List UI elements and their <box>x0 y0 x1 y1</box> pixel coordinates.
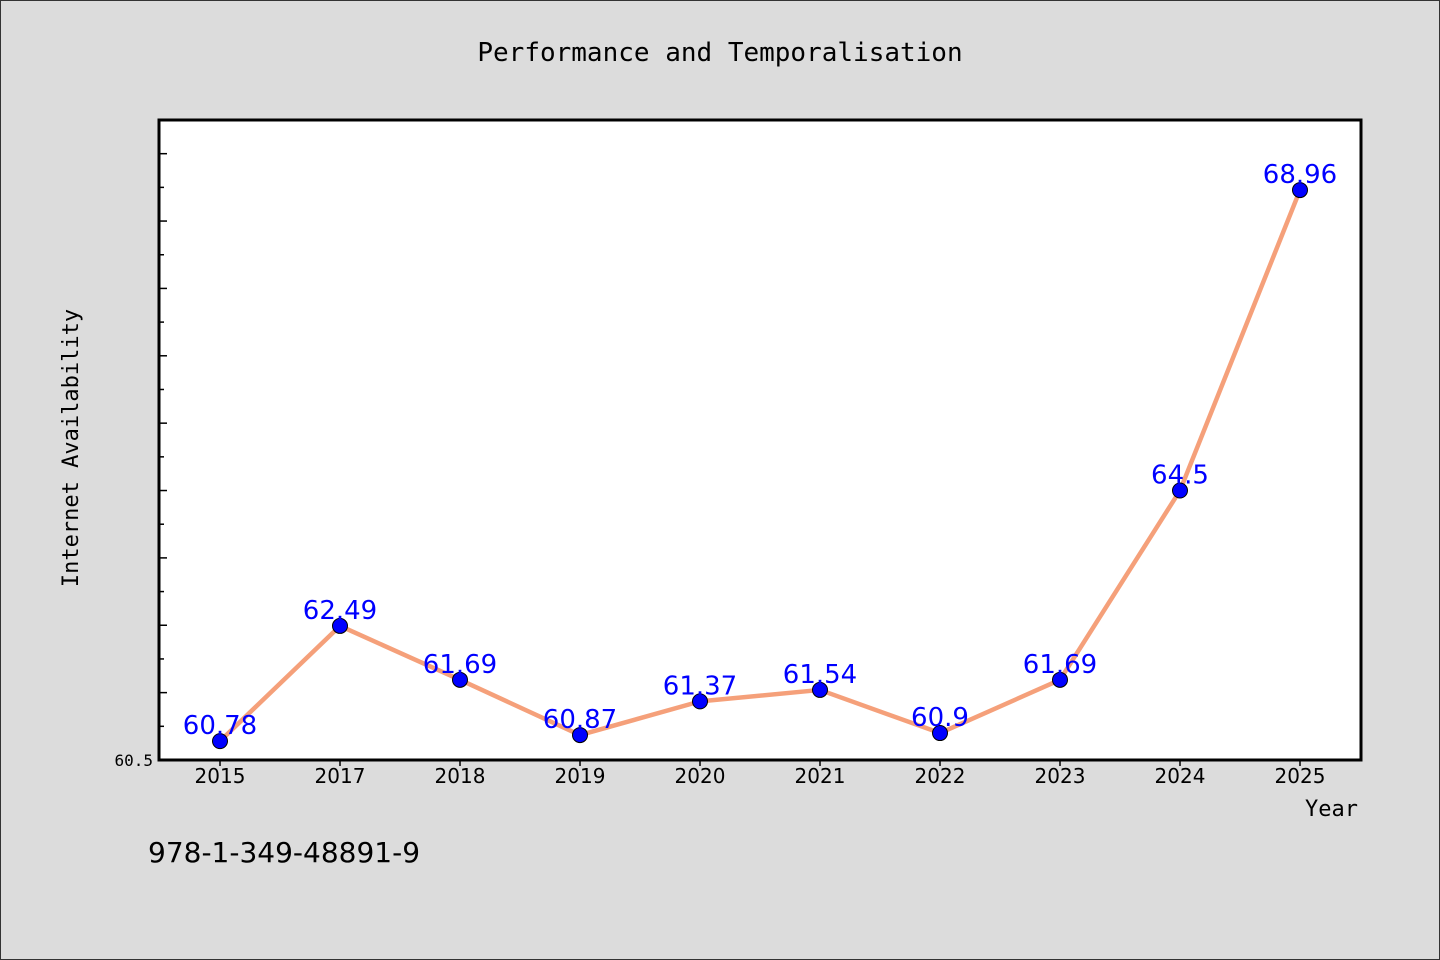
data-label: 64.5 <box>1151 461 1209 491</box>
x-tick-label: 2025 <box>1275 764 1326 788</box>
plot-area <box>157 118 1363 762</box>
data-point-marker <box>212 733 228 750</box>
data-point-marker <box>452 671 468 688</box>
data-point-marker <box>692 693 708 710</box>
x-axis-title: Year <box>1305 797 1358 822</box>
series-line <box>217 187 1303 744</box>
y-axis-min-label: 60.5 <box>114 751 153 770</box>
isbn-text: 978-1-349-48891-9 <box>148 836 420 869</box>
data-label: 61.69 <box>423 650 497 680</box>
data-label: 61.54 <box>783 660 857 690</box>
data-point-marker <box>1172 482 1188 499</box>
x-tick-label: 2022 <box>915 764 966 788</box>
data-labels-group: 60.78 62.49 61.69 60.87 61.37 61.54 60.9 61.69 6… <box>183 160 1337 741</box>
x-tick-label: 2021 <box>795 764 846 788</box>
data-label: 68.96 <box>1263 160 1337 190</box>
x-tick-label: 2020 <box>675 764 726 788</box>
data-point-marker <box>932 725 948 742</box>
x-axis-ticks: 2015 2017 2018 2019 2020 2021 2022 2023 2024 2025 <box>195 760 1326 788</box>
data-label: 62.49 <box>303 596 377 626</box>
data-label: 61.69 <box>1023 650 1097 680</box>
x-tick-label: 2023 <box>1035 764 1086 788</box>
x-tick-label: 2019 <box>555 764 606 788</box>
series-line-group <box>217 187 1303 744</box>
data-point-marker <box>812 681 828 698</box>
data-point-marker <box>332 617 348 634</box>
x-tick-label: 2015 <box>195 764 246 788</box>
x-tick-label: 2024 <box>1155 764 1206 788</box>
data-label: 60.9 <box>911 703 969 733</box>
data-point-marker <box>1052 671 1068 688</box>
markers-group <box>212 182 1308 750</box>
y-axis-title: Internet Availability <box>59 309 84 587</box>
data-label: 60.87 <box>543 705 617 735</box>
x-tick-label: 2017 <box>315 764 366 788</box>
data-point-marker <box>572 727 588 744</box>
data-label: 60.78 <box>183 711 257 741</box>
data-point-marker <box>1292 182 1308 199</box>
x-tick-label: 2018 <box>435 764 486 788</box>
data-label: 61.37 <box>663 671 737 701</box>
chart-title: Performance and Temporalisation <box>477 38 962 68</box>
y-axis-ticks <box>159 152 167 728</box>
